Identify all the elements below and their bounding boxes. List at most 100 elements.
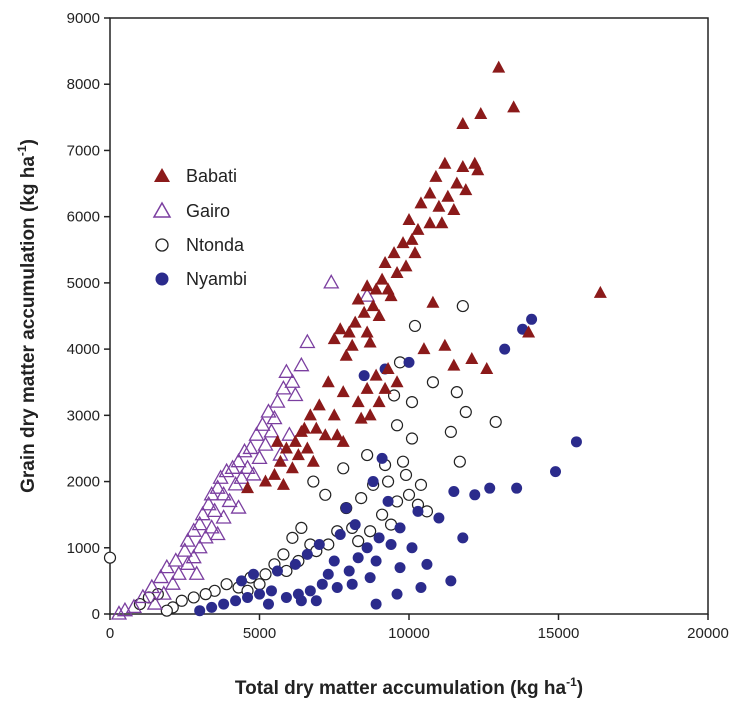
data-point-ntonda — [405, 395, 419, 409]
data-point-babati — [336, 434, 350, 447]
y-tick-label: 1000 — [67, 540, 100, 557]
data-point-nyambi — [391, 588, 403, 600]
y-tick-label: 0 — [92, 606, 100, 623]
data-point-gairo — [275, 380, 292, 395]
data-point-ntonda — [175, 594, 188, 607]
data-point-babati — [360, 381, 374, 394]
data-point-ntonda — [408, 319, 422, 333]
data-point-nyambi — [433, 512, 445, 524]
data-point-ntonda — [220, 578, 233, 591]
series-babati — [241, 60, 607, 494]
data-point-babati — [423, 216, 437, 229]
data-point-babati — [360, 325, 374, 338]
data-point-babati — [372, 309, 386, 321]
data-point-gairo — [284, 373, 301, 388]
data-point-nyambi — [346, 578, 358, 590]
data-point-nyambi — [218, 598, 230, 610]
data-point-gairo — [134, 588, 151, 604]
data-point-babati — [336, 385, 350, 398]
data-point-babati — [381, 361, 395, 374]
data-point-nyambi — [370, 598, 382, 610]
y-tick-label: 6000 — [67, 209, 100, 226]
data-point-nyambi — [322, 568, 334, 580]
data-point-gairo — [143, 578, 160, 594]
data-point-babati — [593, 285, 607, 298]
data-point-ntonda — [381, 475, 395, 488]
data-point-gairo — [230, 452, 247, 468]
data-point-babati — [279, 441, 293, 454]
data-point-babati — [351, 395, 365, 408]
data-point-gairo — [158, 558, 175, 574]
data-point-babati — [354, 411, 368, 424]
data-point-babati — [456, 116, 470, 129]
data-point-gairo — [191, 515, 208, 531]
data-point-nyambi — [415, 582, 427, 594]
data-point-ntonda — [307, 475, 320, 488]
data-point-ntonda — [459, 405, 472, 419]
legend-label-ntonda: Ntonda — [186, 235, 245, 255]
data-point-gairo — [203, 519, 220, 534]
data-point-ntonda — [402, 488, 416, 501]
data-point-nyambi — [194, 605, 206, 617]
x-tick-label: 10000 — [388, 625, 430, 642]
data-point-ntonda — [259, 568, 272, 581]
data-point-babati — [384, 289, 398, 302]
y-tick-label: 2000 — [67, 474, 100, 491]
data-point-gairo — [203, 485, 220, 501]
data-point-nyambi — [403, 356, 415, 368]
data-point-nyambi — [289, 558, 301, 570]
data-point-nyambi — [331, 582, 343, 594]
data-point-nyambi — [448, 485, 460, 497]
data-point-gairo — [287, 386, 304, 402]
data-point-nyambi — [421, 558, 433, 570]
y-tick-label: 9000 — [67, 10, 100, 27]
data-point-nyambi — [364, 572, 376, 584]
data-point-nyambi — [445, 575, 457, 587]
data-point-nyambi — [295, 595, 307, 607]
data-point-nyambi — [310, 595, 322, 607]
data-point-babati — [345, 338, 359, 351]
x-tick-label: 20000 — [687, 625, 729, 642]
data-point-babati — [438, 338, 452, 351]
data-point-ntonda — [319, 488, 332, 501]
data-point-nyambi — [313, 538, 325, 550]
data-point-gairo — [359, 287, 376, 302]
plot-frame — [109, 17, 709, 615]
data-point-nyambi — [254, 588, 265, 600]
data-point-babati — [474, 107, 488, 120]
data-point-nyambi — [206, 601, 218, 613]
data-point-ntonda — [355, 492, 368, 505]
data-point-ntonda — [399, 468, 413, 482]
data-point-babati — [363, 335, 377, 348]
data-point-babati — [241, 481, 255, 494]
data-point-ntonda — [414, 478, 428, 491]
data-point-babati — [378, 381, 392, 394]
data-point-nyambi — [358, 370, 370, 382]
data-point-nyambi — [316, 578, 328, 590]
data-point-gairo — [152, 568, 169, 584]
data-point-nyambi — [340, 502, 352, 514]
data-point-nyambi — [370, 555, 382, 567]
data-point-nyambi — [334, 529, 346, 541]
data-point-babati — [459, 183, 473, 196]
data-point-babati — [285, 461, 299, 474]
data-point-babati — [303, 408, 317, 421]
data-point-babati — [351, 292, 365, 305]
data-point-gairo — [218, 462, 235, 478]
data-point-gairo — [215, 509, 232, 524]
data-point-nyambi — [361, 542, 373, 554]
data-point-gairo — [188, 565, 205, 580]
data-point-ntonda — [364, 525, 377, 538]
data-point-ntonda — [375, 508, 389, 521]
data-point-gairo — [245, 466, 262, 481]
data-point-nyambi — [469, 489, 481, 501]
data-point-nyambi — [382, 495, 394, 507]
data-point-ntonda — [337, 462, 350, 475]
data-point-babati — [387, 246, 401, 259]
x-axis-title: Total dry matter accumulation (kg ha-1) — [235, 675, 583, 699]
data-point-nyambi — [262, 598, 274, 610]
data-point-babati — [372, 395, 386, 408]
data-point-babati — [273, 454, 287, 467]
data-point-gairo — [209, 525, 226, 541]
data-point-babati — [312, 398, 326, 411]
